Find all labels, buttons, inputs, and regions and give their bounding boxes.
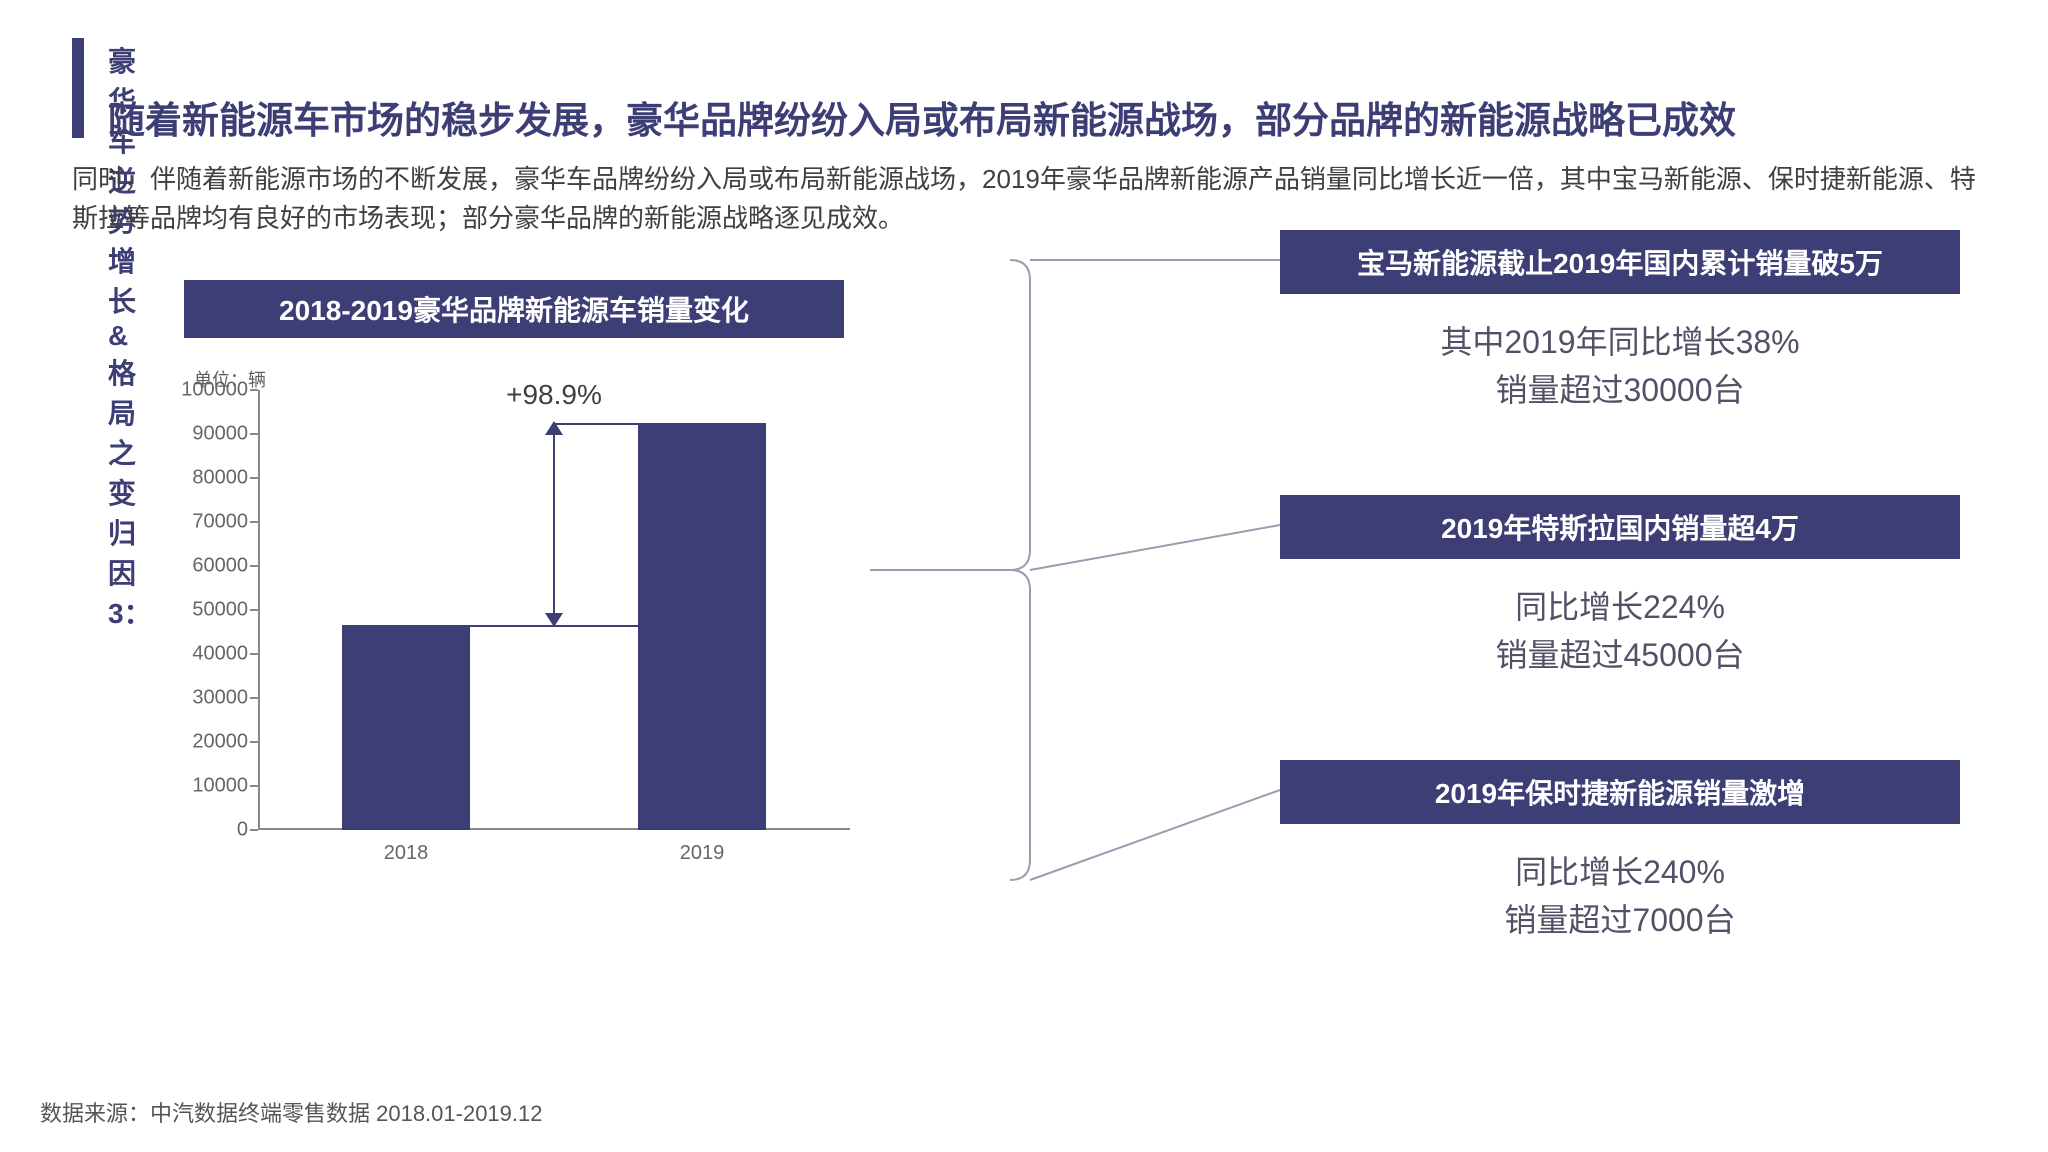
connector-bracket xyxy=(870,230,1290,910)
footer-source: 数据来源：中汽数据终端零售数据 2018.01-2019.12 xyxy=(40,1096,543,1128)
callout-line: 销量超过45000台 xyxy=(1280,631,1960,679)
growth-arrow-up-icon xyxy=(545,421,563,435)
y-tick-mark xyxy=(250,741,258,743)
callout-body: 同比增长224%销量超过45000台 xyxy=(1280,583,1960,679)
y-tick-mark xyxy=(250,521,258,523)
callout-line: 销量超过7000台 xyxy=(1280,896,1960,944)
y-tick-mark xyxy=(250,653,258,655)
y-tick-label: 80000 xyxy=(148,467,248,490)
callout-line: 同比增长224% xyxy=(1280,583,1960,631)
chart-bar xyxy=(342,625,470,830)
y-tick-mark xyxy=(250,389,258,391)
callout-header: 宝马新能源截止2019年国内累计销量破5万 xyxy=(1280,230,1960,294)
y-tick-label: 60000 xyxy=(148,555,248,578)
y-tick-mark xyxy=(250,433,258,435)
y-tick-mark xyxy=(250,697,258,699)
y-tick-label: 50000 xyxy=(148,599,248,622)
y-tick-label: 30000 xyxy=(148,687,248,710)
page-title: 随着新能源车市场的稳步发展，豪华品牌纷纷入局或布局新能源战场，部分品牌的新能源战… xyxy=(108,90,1736,144)
callout-line: 其中2019年同比增长38% xyxy=(1280,318,1960,366)
y-tick-label: 90000 xyxy=(148,423,248,446)
growth-label: +98.9% xyxy=(506,379,602,411)
callout-header: 2019年特斯拉国内销量超4万 xyxy=(1280,495,1960,559)
y-tick-mark xyxy=(250,785,258,787)
y-tick-mark xyxy=(250,477,258,479)
callout-line: 同比增长240% xyxy=(1280,848,1960,896)
y-tick-label: 40000 xyxy=(148,643,248,666)
y-tick-mark xyxy=(250,565,258,567)
y-tick-label: 70000 xyxy=(148,511,248,534)
callout-block: 2019年保时捷新能源销量激增同比增长240%销量超过7000台 xyxy=(1280,760,1960,944)
x-tick-label: 2019 xyxy=(680,842,725,865)
callout-line: 销量超过30000台 xyxy=(1280,366,1960,414)
callout-block: 宝马新能源截止2019年国内累计销量破5万其中2019年同比增长38%销量超过3… xyxy=(1280,230,1960,414)
y-tick-mark xyxy=(250,609,258,611)
chart-title: 2018-2019豪华品牌新能源车销量变化 xyxy=(184,280,844,338)
subtitle: 同时，伴随着新能源市场的不断发展，豪华车品牌纷纷入局或布局新能源战场，2019年… xyxy=(72,160,1988,238)
y-tick-label: 100000 xyxy=(148,379,248,402)
chart-bar xyxy=(638,423,766,830)
callout-header: 2019年保时捷新能源销量激增 xyxy=(1280,760,1960,824)
y-tick-label: 0 xyxy=(148,819,248,842)
callout-block: 2019年特斯拉国内销量超4万同比增长224%销量超过45000台 xyxy=(1280,495,1960,679)
growth-arrow-down-icon xyxy=(545,613,563,627)
y-axis-line xyxy=(258,390,260,830)
callout-body: 其中2019年同比增长38%销量超过30000台 xyxy=(1280,318,1960,414)
callout-body: 同比增长240%销量超过7000台 xyxy=(1280,848,1960,944)
accent-bar xyxy=(72,38,84,138)
growth-arrow-line xyxy=(553,433,555,615)
growth-topline xyxy=(554,423,638,425)
y-tick-label: 20000 xyxy=(148,731,248,754)
y-tick-mark xyxy=(250,829,258,831)
y-tick-label: 10000 xyxy=(148,775,248,798)
x-tick-label: 2018 xyxy=(384,842,429,865)
chart-plot: 0100002000030000400005000060000700008000… xyxy=(130,390,850,830)
